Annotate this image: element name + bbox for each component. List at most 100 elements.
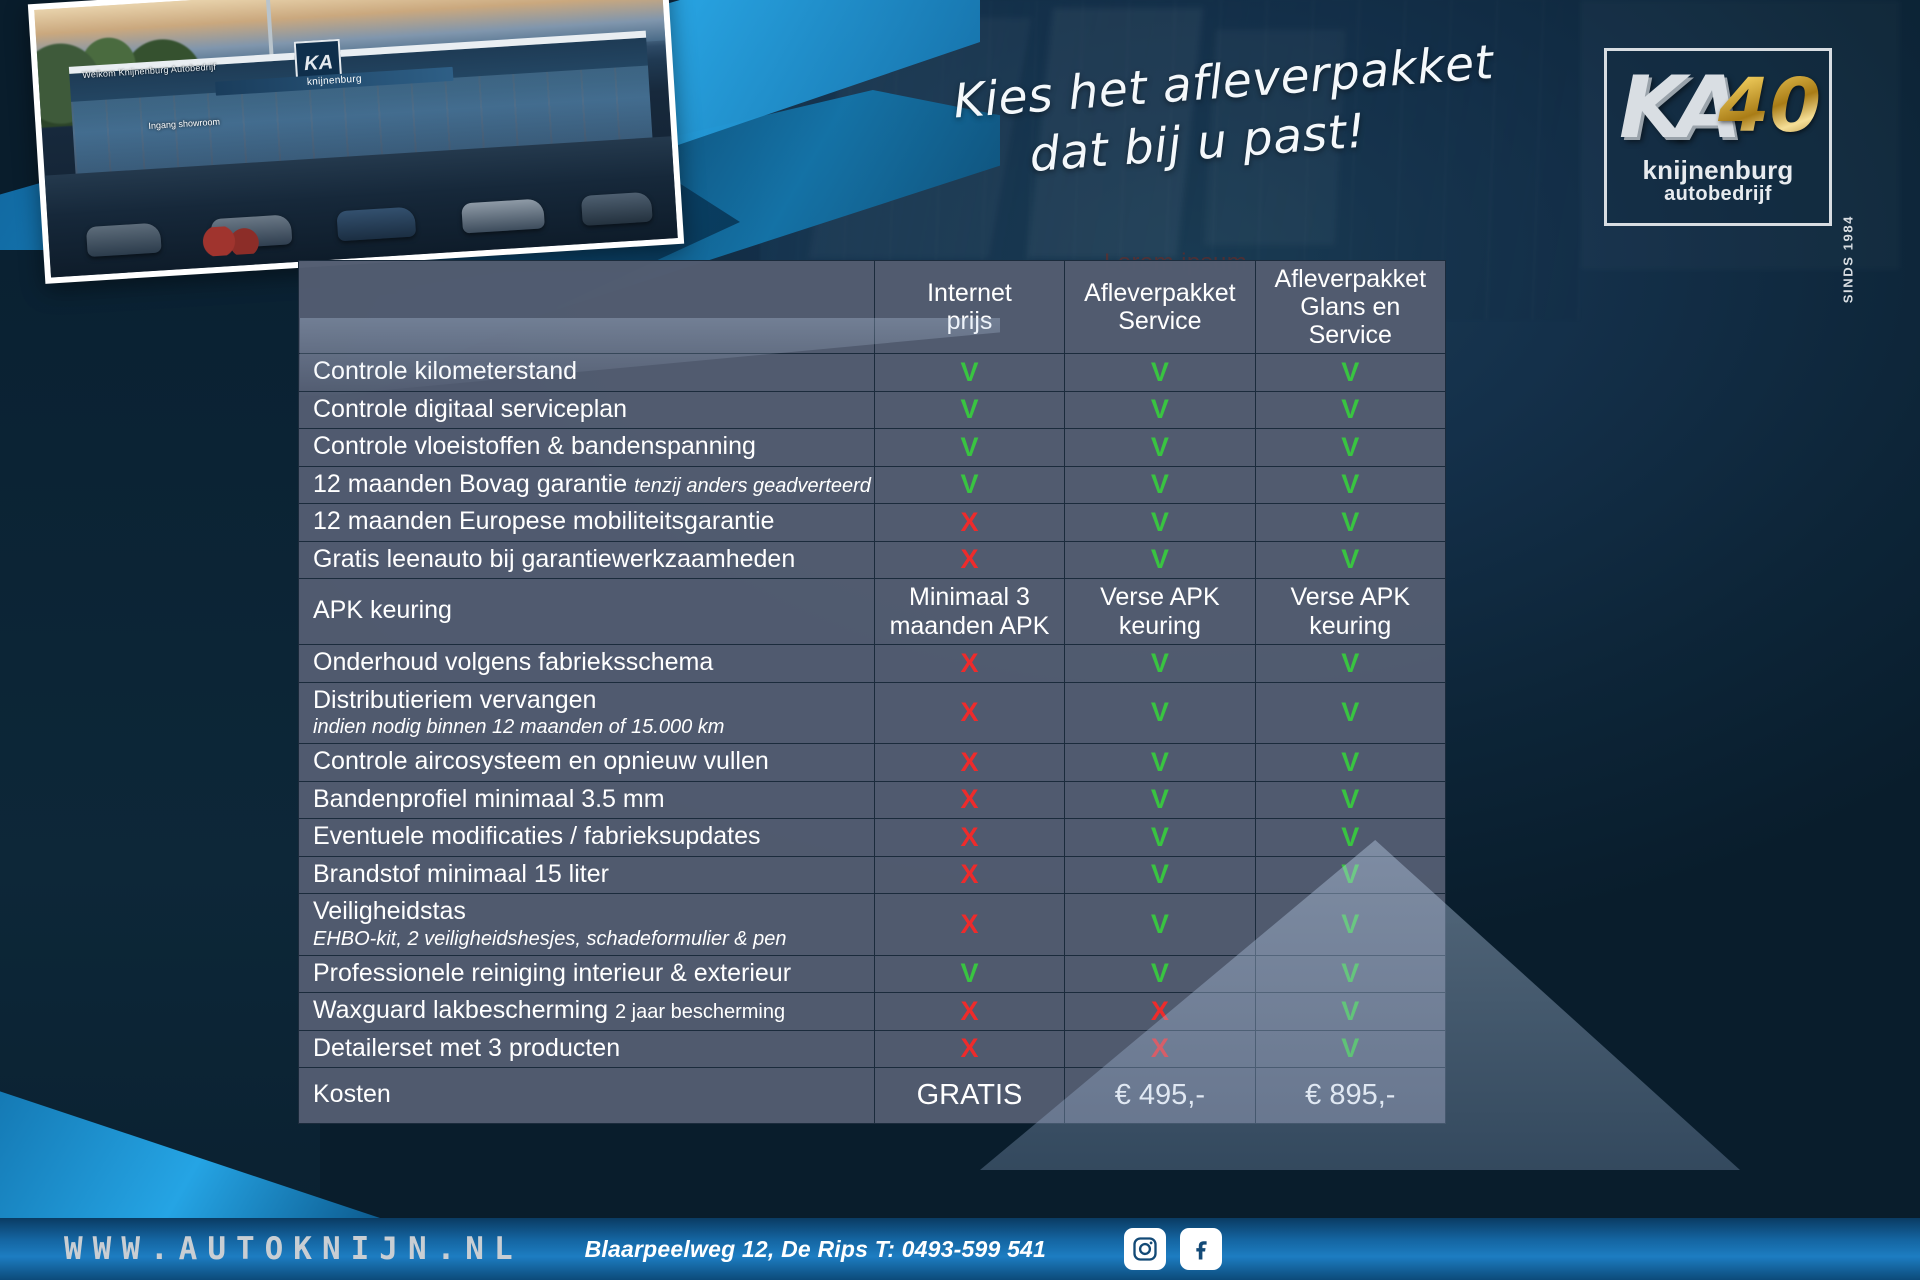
row-label: Veiligheidstas EHBO-kit, 2 veiligheidshes… xyxy=(298,893,875,956)
cell-service: V xyxy=(1064,644,1256,683)
row-label: 12 maanden Bovag garantie tenzij anders … xyxy=(298,465,875,504)
package-comparison-table: Internet prijs Afleverpakket Service Afl… xyxy=(298,260,1447,1124)
logo-ka-text: KA xyxy=(1619,58,1742,159)
showroom-photo-image: Welkom Knijnenburg Autobedrijf KA knijne… xyxy=(34,0,678,278)
cell-service: X xyxy=(1064,992,1256,1031)
instagram-icon[interactable] xyxy=(1124,1228,1167,1270)
header-service-line1: Afleverpakket xyxy=(1084,279,1236,307)
check-icon: V xyxy=(1341,784,1360,815)
header-glans-line2: Glans en Service xyxy=(1300,293,1401,349)
cell-glans: V xyxy=(1254,390,1447,429)
row-label: 12 maanden Europese mobiliteitsgarantie xyxy=(298,503,875,542)
cell-glans: V xyxy=(1254,681,1447,744)
check-icon: V xyxy=(1341,746,1360,777)
row-label-text: Onderhoud volgens fabrieksschema xyxy=(313,648,714,676)
row-label-text: Controle vloeistoffen & bandenspanning xyxy=(313,432,756,460)
cross-icon: X xyxy=(960,784,979,815)
table-row: Detailerset met 3 producten X X V xyxy=(298,1029,1447,1068)
check-icon: V xyxy=(1150,544,1169,575)
cell-glans: V xyxy=(1254,540,1447,579)
check-icon: V xyxy=(1150,394,1169,425)
row-label-note: EHBO-kit, 2 veiligheidshesjes, schadefor… xyxy=(313,927,787,950)
cell-service: Verse APK keuring xyxy=(1064,578,1256,645)
row-label: Onderhoud volgens fabrieksschema xyxy=(298,644,875,683)
check-icon: V xyxy=(1150,356,1169,387)
price-internet: GRATIS xyxy=(873,1067,1066,1124)
cell-internet: V xyxy=(873,428,1066,467)
package-comparison-table-wrap: Internet prijs Afleverpakket Service Afl… xyxy=(298,260,1447,1124)
facebook-icon[interactable] xyxy=(1180,1228,1223,1270)
row-label: Detailerset met 3 producten xyxy=(298,1029,875,1068)
table-row: Controle aircosysteem en opnieuw vullen X… xyxy=(298,743,1447,782)
cell-internet: X xyxy=(873,540,1066,579)
row-label-text: Detailerset met 3 producten xyxy=(313,1033,621,1062)
cell-service: V xyxy=(1064,818,1256,857)
row-label-text: Controle digitaal serviceplan xyxy=(313,394,628,423)
check-icon: V xyxy=(1341,859,1360,890)
table-header-row: Internet prijs Afleverpakket Service Afl… xyxy=(298,260,1447,354)
cell-glans: V xyxy=(1254,855,1447,894)
row-label: Controle aircosysteem en opnieuw vullen xyxy=(298,743,875,782)
table-row: Distributieriem vervangen indien nodig bi… xyxy=(298,681,1447,744)
row-label: Controle digitaal serviceplan xyxy=(298,390,875,429)
cell-glans: V xyxy=(1254,644,1447,683)
check-icon: V xyxy=(1341,469,1360,500)
row-label-text: 12 maanden Bovag garantie xyxy=(313,469,628,498)
cell-glans: V xyxy=(1254,818,1447,857)
table-row: Eventuele modificaties / fabrieksupdates… xyxy=(298,818,1447,857)
cell-glans: V xyxy=(1254,893,1447,956)
cross-icon: X xyxy=(960,746,979,777)
row-label-text: Professionele reiniging interieur & exte… xyxy=(313,958,792,987)
cross-icon: X xyxy=(960,908,979,939)
logo-anniversary-40: 40 xyxy=(1718,63,1821,149)
cell-internet: X xyxy=(873,818,1066,857)
table-body: Controle kilometerstand V V V Controle digit… xyxy=(298,353,1447,1124)
cell-glans: V xyxy=(1254,503,1447,542)
cross-icon: X xyxy=(1150,995,1169,1026)
header-internet-line2: prijs xyxy=(946,307,993,335)
cell-internet: X xyxy=(873,644,1066,683)
table-price-row: Kosten GRATIS € 495,- € 895,- xyxy=(298,1067,1447,1124)
cell-glans: V xyxy=(1254,992,1447,1031)
cell-internet: V xyxy=(873,353,1066,392)
row-label: Waxguard lakbescherming 2 jaar beschermi… xyxy=(298,992,875,1031)
brand-logo: KA 40 knijnenburg autobedrijf SINDS 1984 xyxy=(1604,48,1855,303)
check-icon: V xyxy=(1150,697,1169,728)
row-label-text: Veiligheidstas xyxy=(313,897,466,925)
showroom-photo: Welkom Knijnenburg Autobedrijf KA knijne… xyxy=(27,0,685,284)
check-icon: V xyxy=(1341,1033,1360,1064)
row-label-note: indien nodig binnen 12 maanden of 15.000… xyxy=(313,716,725,738)
table-row: Professionele reiniging interieur & exte… xyxy=(298,954,1447,993)
check-icon: V xyxy=(1150,647,1169,678)
footer-website-url[interactable]: WWW.AUTOKNIJN.NL xyxy=(64,1231,523,1267)
header-afleverpakket-glans-en-service: Afleverpakket Glans en Service xyxy=(1254,260,1447,354)
row-label: Professionele reiniging interieur & exte… xyxy=(298,954,875,993)
table-row: Controle vloeistoffen & bandenspanning V V… xyxy=(298,428,1447,467)
check-icon: V xyxy=(1150,859,1169,890)
table-row: Controle kilometerstand V V V xyxy=(298,353,1447,392)
cell-glans: Verse APK keuring xyxy=(1254,578,1447,645)
cell-internet: X xyxy=(873,893,1066,956)
check-icon: V xyxy=(1150,506,1169,537)
check-icon: V xyxy=(1341,431,1360,462)
check-icon: V xyxy=(1150,746,1169,777)
row-label-note: tenzij anders geadverteerd xyxy=(634,474,871,497)
row-label-text: Controle kilometerstand xyxy=(313,357,578,385)
cell-glans: V xyxy=(1254,954,1447,993)
check-icon: V xyxy=(1150,958,1169,989)
car xyxy=(336,206,417,242)
check-icon: V xyxy=(1341,697,1360,728)
cross-icon: X xyxy=(960,821,979,852)
check-icon: V xyxy=(1341,544,1360,575)
row-label-text: Gratis leenauto bij garantiewerkzaamhede… xyxy=(313,544,796,573)
price-glans: € 895,- xyxy=(1254,1067,1447,1124)
cell-service: V xyxy=(1064,353,1256,392)
cell-service: V xyxy=(1064,780,1256,819)
cell-glans: V xyxy=(1254,428,1447,467)
check-icon: V xyxy=(1341,356,1360,387)
row-label: APK keuring xyxy=(298,578,875,645)
price-label: Kosten xyxy=(298,1067,875,1124)
cell-service: V xyxy=(1064,855,1256,894)
table-row: Veiligheidstas EHBO-kit, 2 veiligheidshes… xyxy=(298,893,1447,956)
